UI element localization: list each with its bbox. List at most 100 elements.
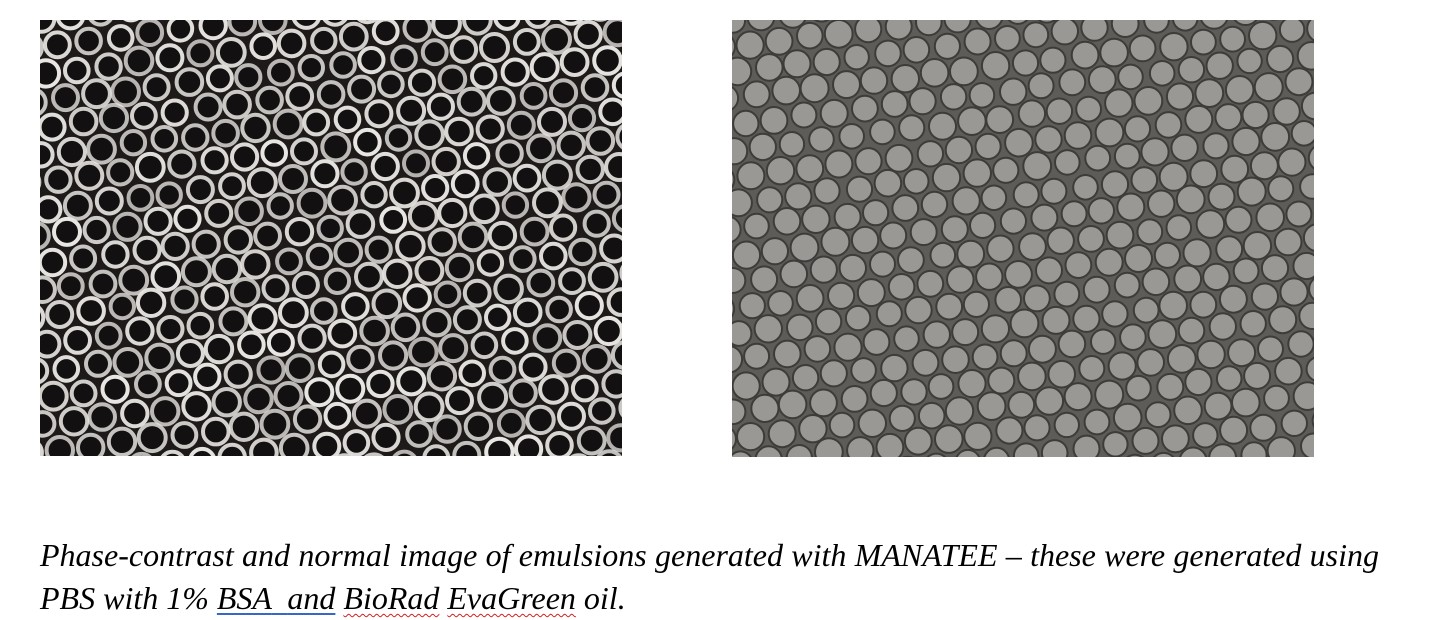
droplet: [847, 437, 873, 457]
droplet: [359, 48, 383, 72]
droplet: [490, 223, 515, 248]
droplet: [220, 308, 246, 334]
droplet: [424, 310, 449, 335]
droplet: [304, 111, 328, 135]
droplet: [45, 32, 70, 57]
droplet: [1085, 146, 1110, 171]
droplet: [1216, 236, 1242, 262]
droplet: [762, 238, 788, 264]
droplet: [1237, 49, 1261, 73]
droplet: [220, 445, 245, 456]
droplet: [570, 106, 594, 130]
droplet: [1042, 440, 1068, 457]
droplet: [996, 417, 1022, 443]
droplet: [1190, 292, 1216, 318]
droplet: [1035, 126, 1061, 152]
droplet: [465, 281, 490, 306]
droplet: [287, 355, 313, 381]
droplet: [473, 334, 497, 358]
droplet: [177, 69, 203, 95]
droplet: [40, 115, 65, 140]
droplet: [220, 174, 244, 198]
droplet: [833, 71, 860, 98]
droplet: [750, 134, 776, 160]
droplet: [563, 184, 589, 210]
droplet: [1054, 282, 1079, 307]
droplet: [1029, 336, 1056, 363]
droplet: [511, 380, 536, 405]
droplet: [890, 406, 915, 431]
droplet: [103, 377, 128, 402]
droplet: [236, 199, 262, 225]
droplet: [374, 20, 398, 43]
caption-and: and: [287, 580, 335, 616]
droplet: [767, 157, 794, 184]
droplet: [1280, 20, 1304, 42]
droplet: [312, 29, 335, 52]
droplet: [1282, 411, 1307, 436]
droplet: [218, 39, 245, 66]
droplet: [460, 362, 484, 386]
droplet: [163, 101, 187, 125]
droplet: [460, 224, 487, 251]
droplet: [551, 216, 575, 240]
droplet: [521, 355, 546, 380]
caption-gap: [271, 580, 287, 616]
droplet: [336, 108, 360, 132]
droplet: [982, 186, 1007, 211]
droplet: [264, 276, 288, 300]
droplet: [71, 247, 95, 271]
droplet: [859, 410, 886, 437]
droplet: [454, 443, 479, 456]
droplet: [751, 266, 777, 292]
droplet: [88, 136, 115, 163]
droplet: [899, 115, 924, 140]
droplet: [1066, 252, 1092, 278]
droplet: [993, 158, 1018, 183]
droplet: [112, 79, 139, 106]
droplet: [1221, 156, 1248, 183]
droplet: [108, 160, 132, 184]
droplet: [1228, 339, 1255, 366]
droplet: [1073, 306, 1099, 332]
droplet: [1073, 175, 1098, 200]
droplet: [922, 192, 947, 217]
droplet: [913, 350, 939, 376]
droplet: [183, 393, 209, 419]
droplet: [173, 423, 197, 447]
droplet: [590, 399, 614, 423]
droplet: [825, 151, 852, 178]
droplet: [802, 206, 829, 233]
droplet: [53, 85, 78, 110]
droplet: [40, 277, 55, 302]
droplet: [821, 228, 849, 256]
droplet: [1137, 219, 1162, 244]
droplet: [986, 106, 1013, 133]
droplet: [329, 187, 356, 214]
droplet: [952, 319, 978, 345]
droplet: [1275, 229, 1302, 256]
phase-contrast-micrograph: [40, 20, 622, 456]
droplet: [988, 368, 1014, 394]
droplet: [1185, 369, 1211, 395]
droplet: [554, 351, 579, 376]
droplet: [292, 139, 316, 163]
droplet: [114, 214, 140, 240]
droplet: [287, 219, 312, 244]
droplet: [287, 84, 312, 109]
droplet: [504, 193, 527, 216]
droplet: [889, 274, 915, 300]
droplet: [322, 133, 349, 160]
droplet: [875, 41, 901, 67]
droplet: [1275, 358, 1302, 385]
droplet: [594, 47, 621, 74]
droplet: [532, 54, 558, 80]
droplet: [137, 154, 164, 181]
droplet: [785, 183, 811, 209]
droplet: [434, 149, 459, 174]
droplet: [540, 376, 567, 403]
droplet: [362, 183, 385, 206]
droplet: [1096, 249, 1123, 276]
droplet: [269, 194, 292, 217]
droplet: [269, 331, 293, 355]
